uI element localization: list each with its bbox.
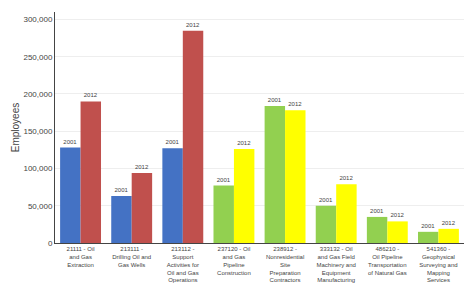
svg-text:2012: 2012 [135, 164, 149, 170]
svg-text:2012: 2012 [288, 101, 302, 107]
svg-text:50,000: 50,000 [28, 202, 53, 211]
svg-text:2012: 2012 [237, 140, 251, 146]
svg-text:2001: 2001 [166, 139, 180, 145]
svg-text:2001: 2001 [268, 97, 282, 103]
svg-text:250,000: 250,000 [23, 53, 52, 62]
svg-text:2012: 2012 [186, 22, 200, 28]
svg-text:100,000: 100,000 [23, 164, 52, 173]
svg-text:2001: 2001 [114, 187, 128, 193]
svg-text:541360 -GeophysicalSurveying a: 541360 -GeophysicalSurveying andMappingS… [419, 246, 457, 283]
svg-text:2012: 2012 [442, 220, 456, 226]
svg-text:0: 0 [48, 239, 53, 248]
svg-text:333132 - Oiland Gas FieldMachi: 333132 - Oiland Gas FieldMachinery andEq… [317, 246, 356, 283]
svg-text:150,000: 150,000 [23, 127, 52, 136]
svg-text:486210 -Oil PipelineTransporta: 486210 -Oil PipelineTransportationof Nat… [368, 246, 407, 275]
svg-text:2001: 2001 [370, 208, 384, 214]
svg-text:2012: 2012 [84, 92, 98, 98]
svg-text:213112 -SupportActivities forO: 213112 -SupportActivities forOil and Gas… [167, 246, 199, 283]
svg-text:2001: 2001 [63, 139, 77, 145]
svg-text:237120 - Oiland GasPipelineCon: 237120 - Oiland GasPipelineConstruction [217, 246, 251, 275]
svg-text:Employees: Employees [10, 103, 21, 152]
svg-text:300,000: 300,000 [23, 15, 52, 24]
svg-text:2001: 2001 [319, 197, 333, 203]
svg-text:2012: 2012 [339, 175, 353, 181]
svg-text:21111 - Oiland GasExtraction: 21111 - Oiland GasExtraction [67, 246, 95, 268]
svg-text:213111 -Drilling Oil andGas We: 213111 -Drilling Oil andGas Wells [112, 246, 151, 268]
svg-text:2001: 2001 [217, 177, 231, 183]
svg-text:238912 -NonresidentialSitePrep: 238912 -NonresidentialSitePreparationCon… [266, 246, 304, 283]
svg-text:2012: 2012 [391, 212, 405, 218]
svg-text:200,000: 200,000 [23, 90, 52, 99]
svg-text:2001: 2001 [421, 223, 435, 229]
